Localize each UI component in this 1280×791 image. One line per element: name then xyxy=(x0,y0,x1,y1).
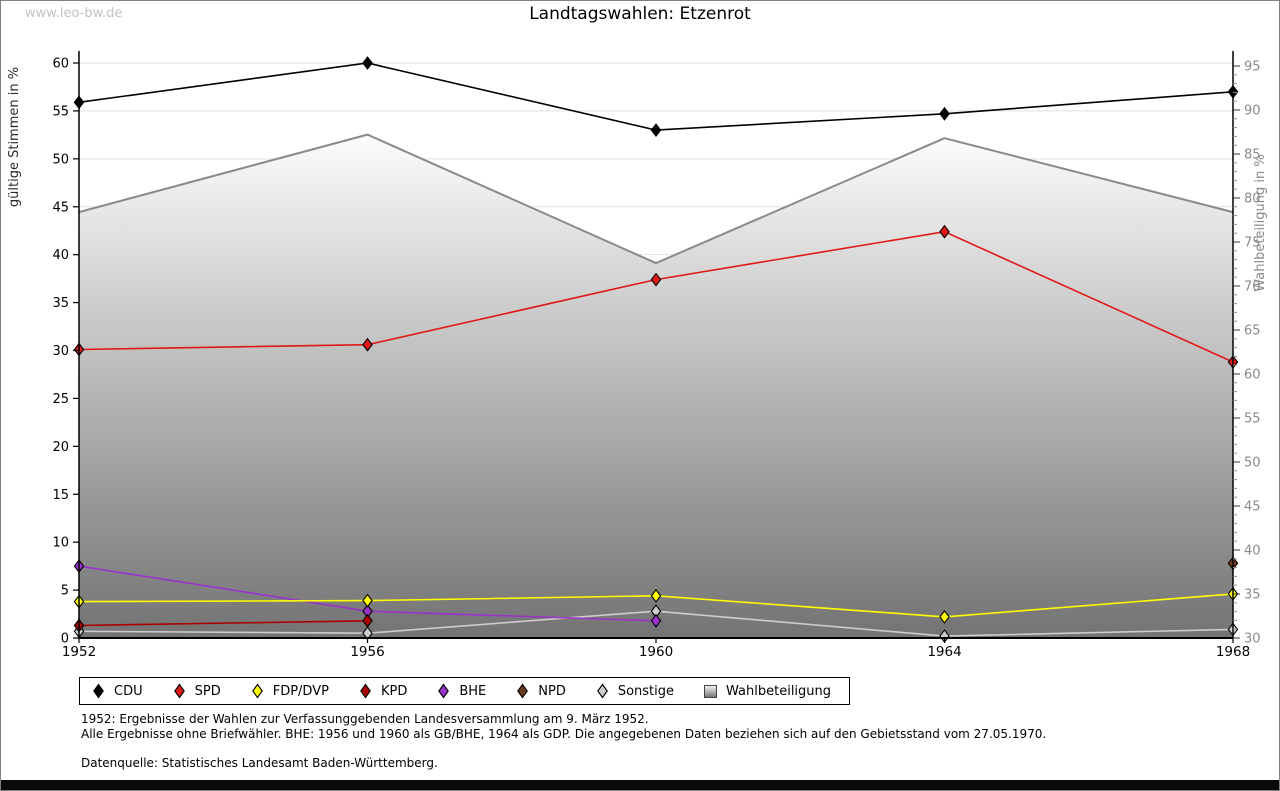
svg-text:80: 80 xyxy=(1244,192,1261,207)
legend-item-spd: SPD xyxy=(173,683,221,699)
legend-label: Sonstige xyxy=(617,683,675,699)
svg-text:50: 50 xyxy=(1244,456,1261,471)
svg-text:60: 60 xyxy=(1244,368,1261,383)
footnote-source: Datenquelle: Statistisches Landesamt Bad… xyxy=(81,756,438,770)
participation-swatch-icon xyxy=(704,684,718,698)
svg-text:20: 20 xyxy=(52,440,69,455)
svg-text:35: 35 xyxy=(1244,588,1261,603)
legend-label: KPD xyxy=(380,683,408,699)
svg-text:50: 50 xyxy=(52,152,69,167)
legend-item-bhe: BHE xyxy=(437,683,486,699)
footnote-line-2: Alle Ergebnisse ohne Briefwähler. BHE: 1… xyxy=(81,727,1047,741)
svg-text:5: 5 xyxy=(61,584,69,599)
svg-text:35: 35 xyxy=(52,296,69,311)
legend-label: BHE xyxy=(459,683,487,699)
legend-label: Wahlbeteiligung xyxy=(726,683,832,699)
svg-text:25: 25 xyxy=(52,392,69,407)
legend-item-wahlbeteiligung: Wahlbeteiligung xyxy=(704,684,831,699)
series-fdp-dvp xyxy=(73,586,1239,624)
svg-text:75: 75 xyxy=(1244,236,1261,251)
svg-text:10: 10 xyxy=(52,536,69,551)
diamond-marker-icon xyxy=(173,683,185,699)
legend-item-cdu: CDU xyxy=(92,683,143,699)
legend-label: NPD xyxy=(538,683,566,699)
diamond-marker-icon xyxy=(517,683,529,699)
svg-text:1964: 1964 xyxy=(927,644,961,660)
legend-label: CDU xyxy=(114,683,143,699)
series-cdu xyxy=(73,56,1239,138)
diamond-marker-icon xyxy=(596,683,608,699)
page-title: Landtagswahlen: Etzenrot xyxy=(529,4,751,24)
svg-text:1952: 1952 xyxy=(62,644,96,660)
legend-item-sonstige: Sonstige xyxy=(596,683,674,699)
svg-text:55: 55 xyxy=(52,104,69,119)
footnote-line-1: 1952: Ergebnisse der Wahlen zur Verfassu… xyxy=(81,712,649,726)
x-axis: 1952 1956 1960 1964 1968 xyxy=(62,638,1250,660)
chart-legend: CDU SPD FDP/DVP KPD BHE NPD Sonstige Wahlbeteil… xyxy=(79,677,851,705)
svg-text:1960: 1960 xyxy=(639,644,673,660)
svg-text:60: 60 xyxy=(52,57,69,72)
legend-item-fdp-dvp: FDP/DVP xyxy=(251,683,329,699)
svg-text:65: 65 xyxy=(1244,324,1261,339)
svg-text:40: 40 xyxy=(1244,544,1261,559)
svg-text:45: 45 xyxy=(52,200,69,215)
svg-text:45: 45 xyxy=(1244,500,1261,515)
svg-text:70: 70 xyxy=(1244,280,1261,295)
svg-text:55: 55 xyxy=(1244,412,1261,427)
diamond-marker-icon xyxy=(360,683,371,699)
svg-text:1956: 1956 xyxy=(350,644,384,660)
site-watermark: www.leo-bw.de xyxy=(25,6,123,21)
chart-footnotes: 1952: Ergebnisse der Wahlen zur Verfassu… xyxy=(81,712,1046,771)
svg-text:0: 0 xyxy=(61,632,69,647)
legend-label: SPD xyxy=(194,683,221,699)
svg-text:85: 85 xyxy=(1244,148,1261,163)
legend-label: FDP/DVP xyxy=(272,683,329,699)
svg-text:30: 30 xyxy=(1244,632,1261,647)
svg-text:40: 40 xyxy=(52,248,69,263)
diamond-marker-icon xyxy=(93,683,104,699)
right-axis-title: Wahlbeteiligung in % xyxy=(1253,154,1268,291)
svg-text:95: 95 xyxy=(1244,60,1261,75)
bottom-bar xyxy=(1,780,1279,790)
participation-area xyxy=(78,133,1234,638)
right-axis: 30 35 40 45 50 55 60 65 70 75 80 85 90 95 xyxy=(1233,60,1261,647)
svg-text:30: 30 xyxy=(52,344,69,359)
diamond-marker-icon xyxy=(251,683,263,699)
legend-item-npd: NPD xyxy=(516,683,566,699)
left-axis-title: gültige Stimmen in % xyxy=(7,67,22,207)
left-axis: 0 5 10 15 20 25 30 35 40 45 50 55 60 xyxy=(52,57,79,647)
svg-text:1968: 1968 xyxy=(1216,644,1250,660)
legend-item-kpd: KPD xyxy=(359,683,407,699)
diamond-marker-icon xyxy=(438,683,450,699)
svg-text:15: 15 xyxy=(52,488,69,503)
svg-text:90: 90 xyxy=(1244,104,1261,119)
